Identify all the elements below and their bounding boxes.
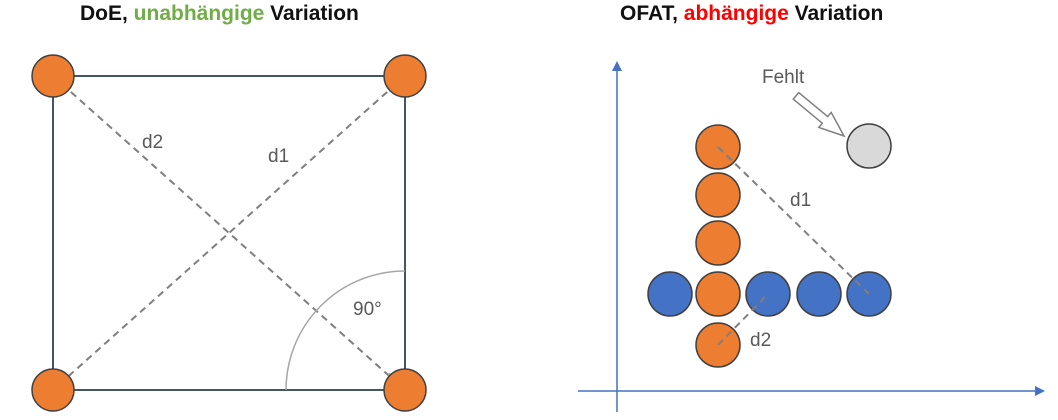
doe-diagram: d2 d1 90° <box>31 54 427 412</box>
label-d2: d2 <box>142 132 163 153</box>
distance-line-d1 <box>717 146 870 295</box>
orange-point <box>695 172 741 218</box>
diagonal-d1 <box>52 75 406 391</box>
label-d2-ofat: d2 <box>750 330 771 351</box>
left-title-prefix: DoE, <box>80 2 134 25</box>
left-title: DoE, unabhängige Variation <box>80 2 359 26</box>
corner-point-bottom-right <box>383 368 427 412</box>
orange-point-center <box>695 271 741 317</box>
right-title: OFAT, abhängige Variation <box>620 2 883 26</box>
right-angle-arc <box>285 270 406 391</box>
label-d1: d1 <box>268 146 289 167</box>
left-title-highlight: unabhängige <box>133 2 265 25</box>
blue-point <box>647 271 693 317</box>
doe-square <box>52 75 406 391</box>
label-d1-ofat: d1 <box>790 190 811 211</box>
label-fehlt: Fehlt <box>762 67 805 88</box>
right-title-highlight: abhängige <box>683 2 789 25</box>
missing-point <box>846 123 892 169</box>
orange-point <box>695 220 741 266</box>
left-title-suffix: Variation <box>264 2 359 25</box>
missing-arrow-icon <box>792 91 846 138</box>
ofat-diagram: Fehlt d1 d2 <box>578 61 1045 412</box>
corner-point-top-left <box>31 54 75 98</box>
corner-point-top-right <box>383 54 427 98</box>
right-title-suffix: Variation <box>788 2 884 25</box>
corner-point-bottom-left <box>31 368 75 412</box>
label-90-degree: 90° <box>353 299 382 320</box>
right-title-prefix: OFAT, <box>620 2 684 25</box>
blue-point <box>796 271 842 317</box>
diagonal-d2 <box>52 75 406 391</box>
blue-point <box>745 271 791 317</box>
